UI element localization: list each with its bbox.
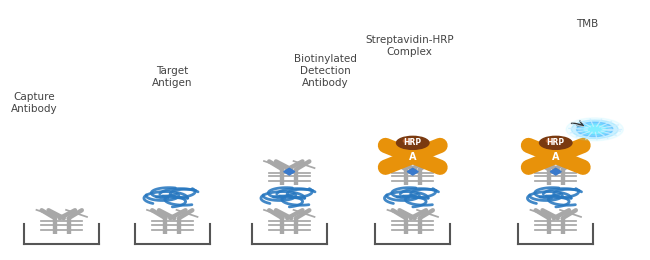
Circle shape <box>400 151 425 161</box>
Circle shape <box>577 122 613 136</box>
Text: Target
Antigen: Target Antigen <box>152 66 192 88</box>
Circle shape <box>546 139 556 143</box>
Circle shape <box>571 120 618 139</box>
Circle shape <box>584 125 605 133</box>
Text: A: A <box>409 152 417 162</box>
Text: TMB: TMB <box>576 19 598 29</box>
Text: HRP: HRP <box>404 138 422 147</box>
Polygon shape <box>284 168 294 175</box>
Circle shape <box>566 118 623 141</box>
Circle shape <box>403 139 413 143</box>
Circle shape <box>540 136 572 149</box>
Text: Streptavidin-HRP
Complex: Streptavidin-HRP Complex <box>365 35 454 57</box>
Text: Biotinylated
Detection
Antibody: Biotinylated Detection Antibody <box>294 54 356 88</box>
Text: A: A <box>552 152 560 162</box>
Circle shape <box>543 151 568 161</box>
Polygon shape <box>408 168 418 175</box>
Text: Capture
Antibody: Capture Antibody <box>11 92 58 114</box>
Polygon shape <box>551 168 561 175</box>
Text: HRP: HRP <box>547 138 565 147</box>
Circle shape <box>396 136 429 149</box>
Circle shape <box>582 124 608 134</box>
